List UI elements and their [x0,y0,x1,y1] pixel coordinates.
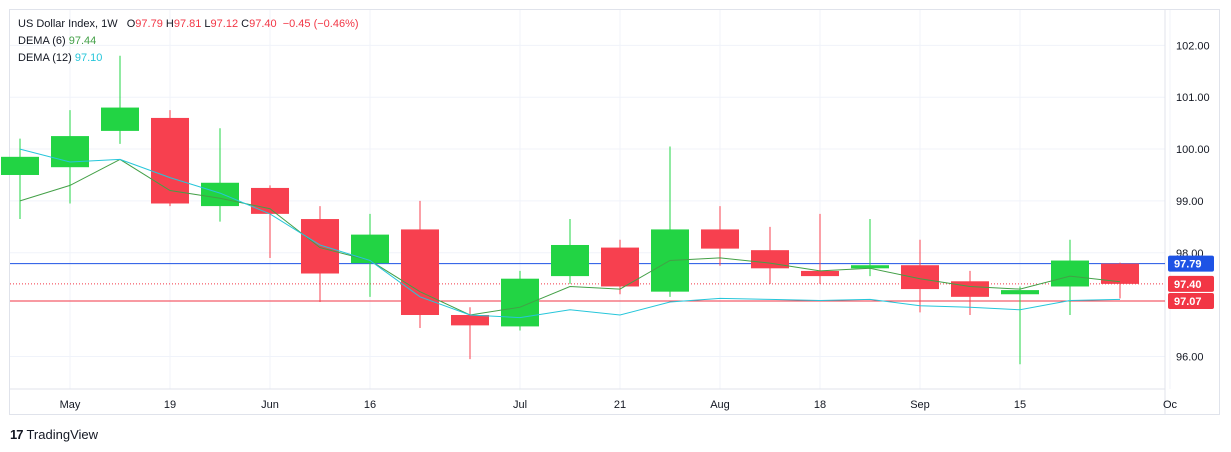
legend-change: −0.45 (−0.46%) [282,18,359,30]
dema-line-0 [19,158,1121,316]
legend-open-value: 97.79 [135,18,163,30]
dema12-label: DEMA (12) [18,52,72,64]
x-tick-label-4: Jul [513,399,527,411]
candle-body-2 [101,107,139,131]
candle-body-1 [51,136,89,168]
x-tick-label-6: Aug [710,399,730,411]
y-tick-label-2: 100.00 [1176,144,1210,156]
x-tick-label-3: 16 [364,399,376,411]
legend-symbol: US Dollar Index, 1W [18,18,118,30]
x-tick-label-8: Sep [910,399,930,411]
candle-body-14 [701,229,739,249]
x-tick-label-9: 15 [1014,399,1026,411]
candle-body-15 [751,250,789,269]
price-label-2: 97.07 [1174,296,1202,308]
candle-body-7 [351,234,389,264]
legend-low-value: 97.12 [210,18,239,30]
candle-body-12 [601,247,639,287]
y-tick-label-1: 101.00 [1176,92,1210,104]
legend-low-label: L [204,18,211,30]
price-label-bg-0 [1168,255,1214,272]
candle-body-5 [251,187,289,214]
candle-body-18 [901,265,939,290]
candle-body-16 [801,270,839,277]
legend-dema12[interactable]: DEMA (12) 97.10 [18,51,102,65]
candle-body-19 [951,281,989,297]
candles [1,55,1139,365]
y-tick-label-0: 102.00 [1176,40,1210,52]
price-label-bg-1 [1168,275,1214,292]
dema6-label: DEMA (6) [18,35,66,47]
price-label-0: 97.79 [1174,259,1202,271]
candle-body-22 [1101,263,1139,284]
tradingview-brand-label: TradingView [26,427,99,442]
price-label-bg-2 [1168,292,1214,309]
candle-body-21 [1051,260,1089,287]
tradingview-brand[interactable]: 17 TradingView [10,427,98,442]
candle-body-11 [551,244,589,277]
x-tick-label-5: 21 [614,399,626,411]
candle-body-6 [301,219,339,274]
candle-body-3 [151,117,189,204]
candle-body-17 [851,265,889,269]
y-tick-label-5: 96.00 [1176,351,1204,363]
dema-line-1 [19,148,1121,319]
x-tick-labels: May 19 Jun 16 Jul 21 Aug 18 Sep 15 Oc [60,399,1178,411]
legend-close-label: C [241,18,250,30]
legend-dema6[interactable]: DEMA (6) 97.44 [18,34,96,48]
x-tick-label-7: 18 [814,399,826,411]
dema6-value: 97.44 [68,35,97,47]
legend-high-value: 97.81 [173,18,202,30]
candle-body-9 [451,314,489,326]
candle-body-0 [1,156,39,175]
x-tick-label-0: May [60,399,81,411]
legend-close-value: 97.40 [249,18,277,30]
price-label-1: 97.40 [1174,279,1202,291]
candle-body-8 [401,229,439,315]
legend-high-label: H [165,18,174,30]
candle-body-20 [1001,290,1039,295]
legend-open-label: O [126,18,136,30]
chart-frame[interactable] [9,9,1220,415]
candle-body-10 [501,278,539,327]
candle-body-4 [201,182,239,207]
x-tick-label-10: Oc [1163,399,1178,411]
x-tick-label-2: Jun [261,399,279,411]
y-tick-label-3: 99.00 [1176,196,1204,208]
dema12-value: 97.10 [74,52,103,64]
legend-ohlc: US Dollar Index, 1W O97.79 H97.81 L97.12… [18,17,359,31]
tradingview-logo-icon: 17 [10,427,24,442]
x-tick-label-1: 19 [164,399,176,411]
